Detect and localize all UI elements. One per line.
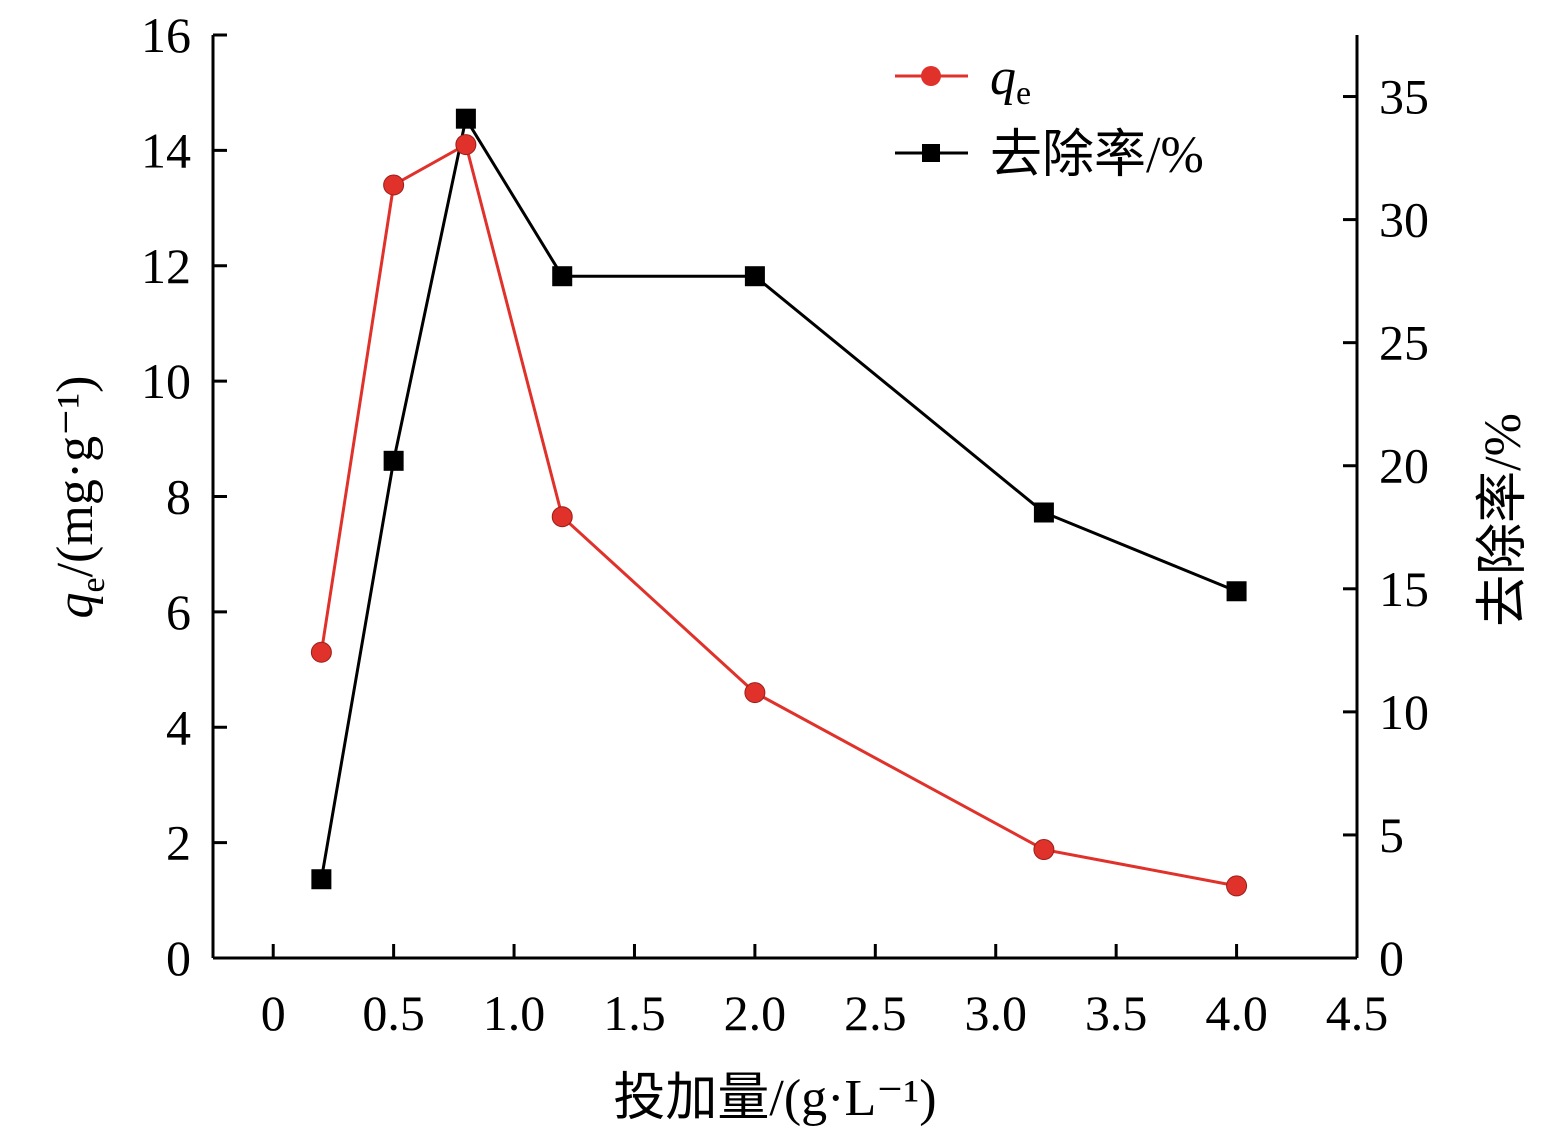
y-left-tick-label: 0 — [166, 930, 191, 986]
removal-data-point — [744, 266, 765, 287]
legend: qe 去除率/% — [895, 49, 1204, 184]
legend-qe-var: q — [990, 49, 1016, 106]
qe-data-point — [1033, 839, 1055, 861]
x-tick-label: 1.0 — [483, 985, 546, 1041]
x-tick-label: 4.5 — [1326, 985, 1389, 1041]
y-left-tick-label: 12 — [141, 238, 191, 294]
legend-removal-label: 去除率/% — [990, 127, 1204, 184]
y-left-title-var: q — [47, 592, 104, 618]
legend-removal-marker — [922, 144, 940, 162]
y-left-tick-label: 14 — [141, 122, 191, 178]
qe-data-point — [383, 174, 405, 196]
x-tick-label: 1.5 — [603, 985, 666, 1041]
legend-qe-sub: e — [1016, 75, 1031, 112]
axes-group: 0 0.5 1.0 1.5 2.0 2.5 3.0 3.5 4.0 4.5024681012141… — [141, 7, 1429, 1041]
y-right-tick-label: 10 — [1379, 684, 1429, 740]
y-left-tick-label: 4 — [166, 699, 191, 755]
y-right-axis-title: 去除率/% — [1475, 413, 1532, 627]
qe-data-point — [455, 134, 477, 156]
qe-series-line — [319, 142, 1237, 888]
y-left-title-sub: e — [75, 577, 112, 592]
removal-data-point — [455, 108, 476, 129]
removal-data-point — [552, 266, 573, 287]
y-left-tick-label: 2 — [166, 815, 191, 871]
y-left-tick-label: 8 — [166, 469, 191, 525]
y-right-tick-label: 5 — [1379, 807, 1404, 863]
y-left-tick-label: 6 — [166, 584, 191, 640]
x-tick-label: 2.5 — [844, 985, 907, 1041]
x-axis-title: 投加量/(g·L⁻¹) — [613, 1070, 936, 1127]
y-left-tick-label: 16 — [141, 7, 191, 63]
removal-data-point — [311, 869, 332, 890]
removal-data-point — [1033, 502, 1054, 523]
legend-qe-label: qe — [990, 49, 1031, 112]
y-right-tick-label: 0 — [1379, 930, 1404, 986]
qe-data-point — [310, 641, 332, 663]
x-tick-label: 0.5 — [362, 985, 425, 1041]
series-layer — [310, 108, 1248, 897]
x-tick-label: 0 — [261, 985, 286, 1041]
x-tick-label: 3.0 — [964, 985, 1027, 1041]
x-tick-label: 4.0 — [1205, 985, 1268, 1041]
removal-data-point — [1226, 581, 1247, 602]
y-left-axis-title: qe/(mg·g⁻¹) — [47, 376, 112, 619]
x-tick-label: 3.5 — [1085, 985, 1148, 1041]
removal-series-line — [319, 114, 1238, 880]
legend-qe-marker — [921, 66, 941, 86]
x-tick-label: 2.0 — [724, 985, 787, 1041]
qe-data-point — [1226, 875, 1248, 897]
y-right-tick-label: 20 — [1379, 438, 1429, 494]
removal-data-point — [383, 450, 404, 471]
y-right-tick-label: 30 — [1379, 192, 1429, 248]
qe-data-point — [551, 506, 573, 528]
y-left-tick-label: 10 — [141, 353, 191, 409]
y-left-title-rest: /(mg·g⁻¹) — [47, 376, 104, 578]
y-right-tick-label: 25 — [1379, 315, 1429, 371]
y-right-tick-label: 35 — [1379, 69, 1429, 125]
qe-data-point — [744, 682, 766, 704]
y-right-tick-label: 15 — [1379, 561, 1429, 617]
